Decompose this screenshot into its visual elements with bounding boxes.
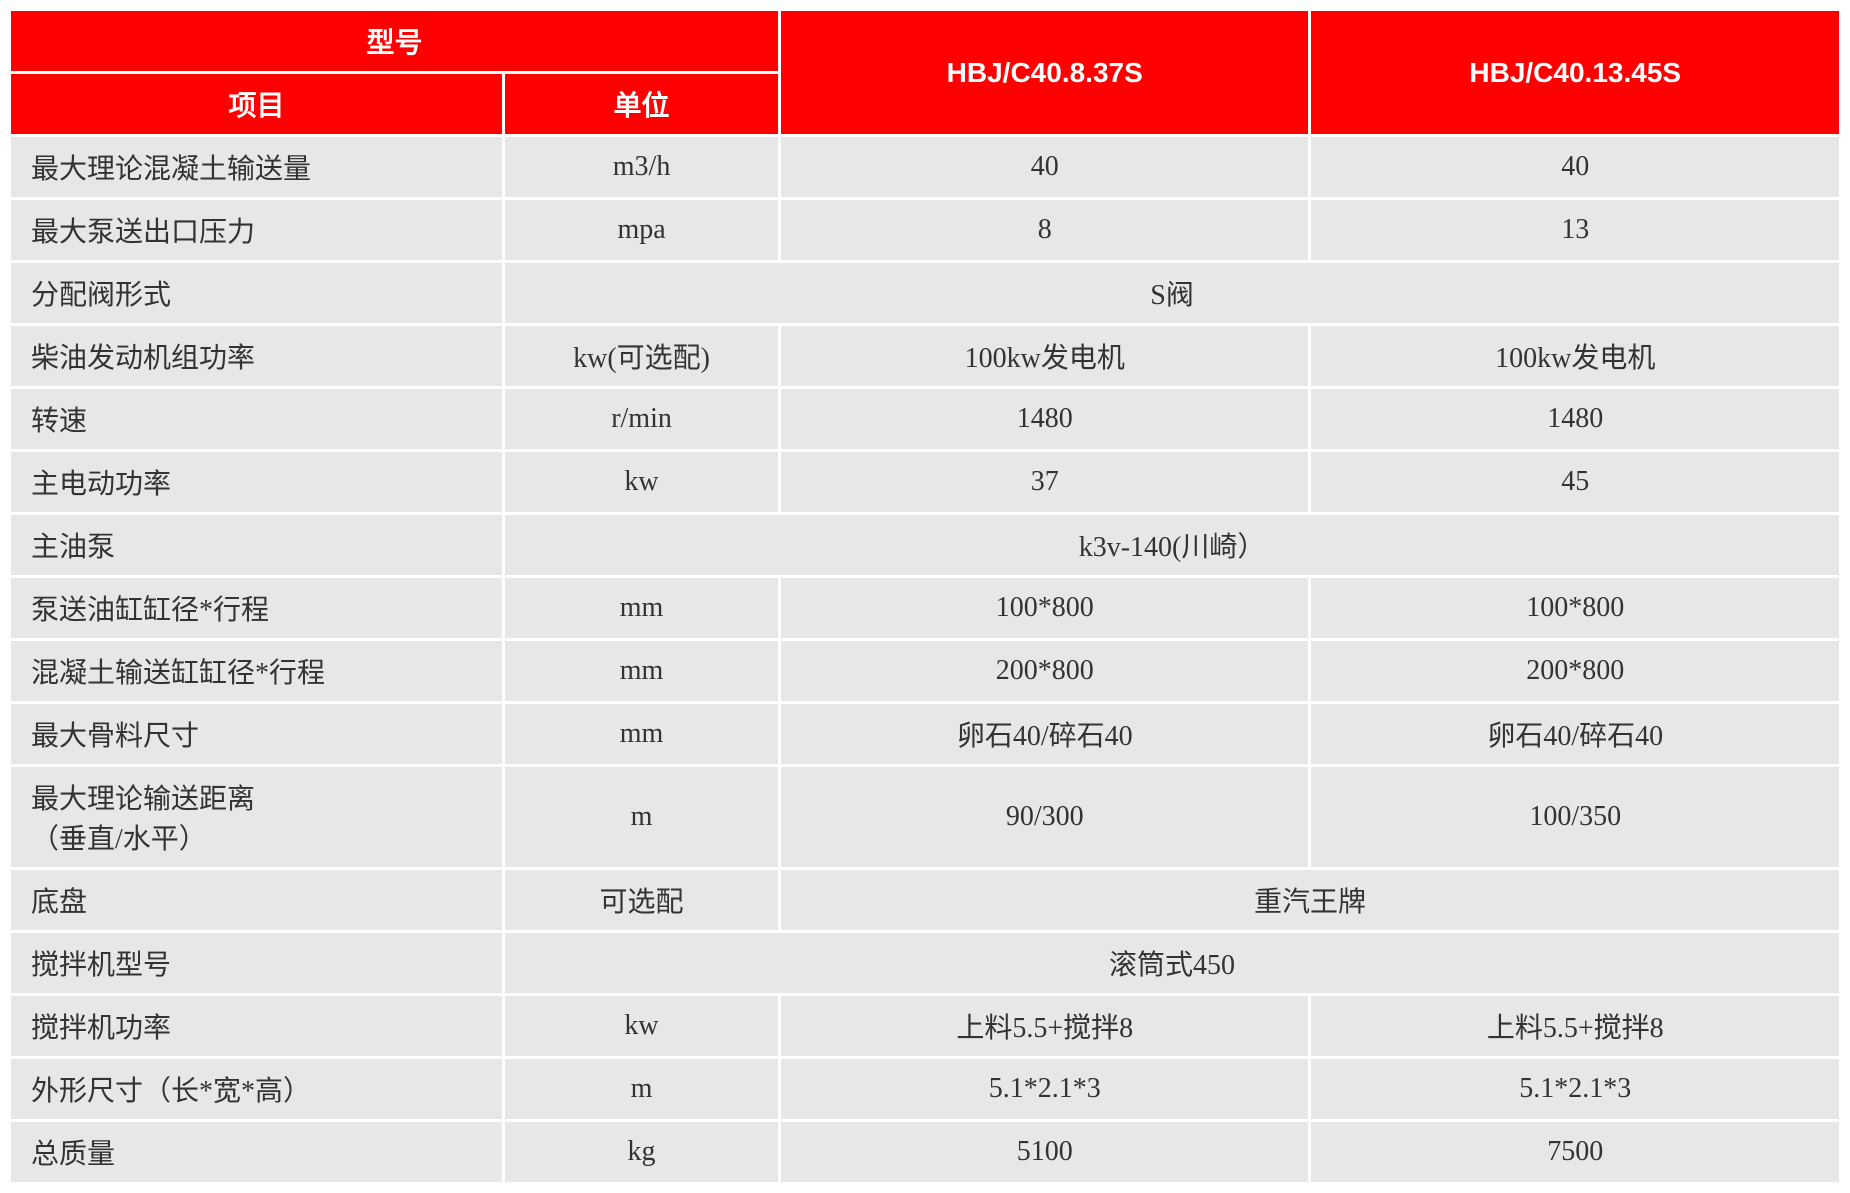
row-value-1: 1480 <box>781 389 1309 449</box>
row-value-1: 200*800 <box>781 641 1309 701</box>
row-unit: mm <box>505 578 778 638</box>
row-value-2: 13 <box>1311 200 1839 260</box>
row-unit: m <box>505 767 778 867</box>
row-value-1: 5.1*2.1*3 <box>781 1059 1309 1119</box>
row-unit: kw <box>505 996 778 1056</box>
row-label: 搅拌机型号 <box>11 933 502 993</box>
table-row: 混凝土输送缸缸径*行程mm200*800200*800 <box>11 641 1839 701</box>
row-unit: m3/h <box>505 137 778 197</box>
row-value-1: 卵石40/碎石40 <box>781 704 1309 764</box>
table-row: 底盘可选配重汽王牌 <box>11 870 1839 930</box>
row-unit: mpa <box>505 200 778 260</box>
row-value-1: 37 <box>781 452 1309 512</box>
row-unit: m <box>505 1059 778 1119</box>
row-value-2: 上料5.5+搅拌8 <box>1311 996 1839 1056</box>
row-unit: 可选配 <box>505 870 778 930</box>
row-label: 最大理论输送距离（垂直/水平） <box>11 767 502 867</box>
header-model-group: 型号 <box>11 11 778 71</box>
table-row: 外形尺寸（长*宽*高）m5.1*2.1*35.1*2.1*3 <box>11 1059 1839 1119</box>
table-row: 最大骨料尺寸mm卵石40/碎石40卵石40/碎石40 <box>11 704 1839 764</box>
row-label: 分配阀形式 <box>11 263 502 323</box>
table-row: 柴油发动机组功率kw(可选配)100kw发电机100kw发电机 <box>11 326 1839 386</box>
specification-table: 型号 HBJ/C40.8.37S HBJ/C40.13.45S 项目 单位 最大… <box>8 8 1842 1185</box>
row-unit: mm <box>505 641 778 701</box>
table-row: 分配阀形式S阀 <box>11 263 1839 323</box>
table-row: 最大理论输送距离（垂直/水平）m90/300100/350 <box>11 767 1839 867</box>
table-row: 主电动功率kw3745 <box>11 452 1839 512</box>
row-unit: r/min <box>505 389 778 449</box>
table-row: 搅拌机功率kw上料5.5+搅拌8上料5.5+搅拌8 <box>11 996 1839 1056</box>
row-label: 总质量 <box>11 1122 502 1182</box>
row-value-1: 100*800 <box>781 578 1309 638</box>
table-row: 主油泵k3v-140(川崎） <box>11 515 1839 575</box>
row-label: 转速 <box>11 389 502 449</box>
table-row: 最大泵送出口压力mpa813 <box>11 200 1839 260</box>
row-unit: kw(可选配) <box>505 326 778 386</box>
row-merged-value: 滚筒式450 <box>505 933 1839 993</box>
row-value-2: 7500 <box>1311 1122 1839 1182</box>
row-value-1: 100kw发电机 <box>781 326 1309 386</box>
table-row: 泵送油缸缸径*行程mm100*800100*800 <box>11 578 1839 638</box>
row-merged-value: S阀 <box>505 263 1839 323</box>
row-label: 泵送油缸缸径*行程 <box>11 578 502 638</box>
table-row: 搅拌机型号滚筒式450 <box>11 933 1839 993</box>
row-label: 最大骨料尺寸 <box>11 704 502 764</box>
row-value-1: 8 <box>781 200 1309 260</box>
header-model-1: HBJ/C40.8.37S <box>781 11 1309 134</box>
row-merged-value: k3v-140(川崎） <box>505 515 1839 575</box>
row-value-2: 200*800 <box>1311 641 1839 701</box>
row-unit: kw <box>505 452 778 512</box>
row-value-1: 5100 <box>781 1122 1309 1182</box>
table-row: 转速r/min14801480 <box>11 389 1839 449</box>
row-label: 主油泵 <box>11 515 502 575</box>
row-label: 主电动功率 <box>11 452 502 512</box>
row-value-2: 100*800 <box>1311 578 1839 638</box>
header-model-2: HBJ/C40.13.45S <box>1311 11 1839 134</box>
row-merged-value: 重汽王牌 <box>781 870 1839 930</box>
row-value-2: 45 <box>1311 452 1839 512</box>
table-row: 总质量kg51007500 <box>11 1122 1839 1182</box>
row-value-2: 40 <box>1311 137 1839 197</box>
row-value-1: 90/300 <box>781 767 1309 867</box>
header-item: 项目 <box>11 74 502 134</box>
table-row: 最大理论混凝土输送量m3/h4040 <box>11 137 1839 197</box>
row-label: 底盘 <box>11 870 502 930</box>
row-value-2: 卵石40/碎石40 <box>1311 704 1839 764</box>
row-label: 最大泵送出口压力 <box>11 200 502 260</box>
row-label: 外形尺寸（长*宽*高） <box>11 1059 502 1119</box>
row-value-2: 5.1*2.1*3 <box>1311 1059 1839 1119</box>
row-value-1: 40 <box>781 137 1309 197</box>
row-label: 最大理论混凝土输送量 <box>11 137 502 197</box>
row-label: 混凝土输送缸缸径*行程 <box>11 641 502 701</box>
row-value-1: 上料5.5+搅拌8 <box>781 996 1309 1056</box>
row-unit: mm <box>505 704 778 764</box>
header-unit: 单位 <box>505 74 778 134</box>
row-label: 搅拌机功率 <box>11 996 502 1056</box>
row-label: 柴油发动机组功率 <box>11 326 502 386</box>
row-value-2: 1480 <box>1311 389 1839 449</box>
row-value-2: 100kw发电机 <box>1311 326 1839 386</box>
row-unit: kg <box>505 1122 778 1182</box>
row-value-2: 100/350 <box>1311 767 1839 867</box>
table-body: 最大理论混凝土输送量m3/h4040最大泵送出口压力mpa813分配阀形式S阀柴… <box>11 137 1839 1182</box>
table-header-row-1: 型号 HBJ/C40.8.37S HBJ/C40.13.45S <box>11 11 1839 71</box>
